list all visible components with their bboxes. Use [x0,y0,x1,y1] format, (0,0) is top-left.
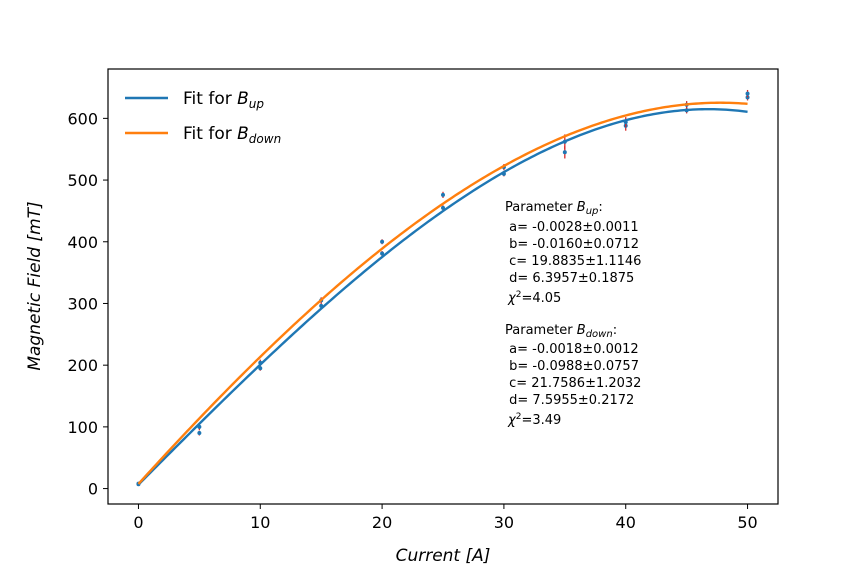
data-point-B_up-7 [562,150,567,155]
data-point-B_down-5 [441,192,445,197]
param-b-up: b= -0.0160±0.0712 [505,237,639,252]
fit-parameters-down: Parameter Bdown: a= -0.0018±0.0012 b= -0… [505,323,641,428]
y-tick-label-600: 600 [67,109,98,128]
param-b-down: b= -0.0988±0.0757 [505,359,639,374]
y-axis-ticks: 0 100 200 300 400 500 600 [67,109,108,499]
y-tick-label-0: 0 [88,480,98,499]
x-tick-label-30: 30 [494,513,514,532]
data-point-B_up-5 [441,205,445,210]
fit-parameters-up: Parameter Bup: a= -0.0028±0.0011 b= -0.0… [505,200,641,306]
y-tick-label-300: 300 [67,294,98,313]
x-axis-ticks: 0 10 20 30 40 50 [133,504,758,532]
x-tick-label-10: 10 [250,513,270,532]
x-axis-label: Current [A] [396,546,491,566]
y-tick-label-400: 400 [67,233,98,252]
fit-curve-B_up [137,107,748,486]
x-tick-label-0: 0 [133,513,143,532]
param-c-down: c= 21.7586±1.2032 [505,376,641,391]
x-tick-label-40: 40 [616,513,636,532]
plot-content [136,89,750,487]
data-point-B_down-4 [380,239,385,244]
y-tick-label-500: 500 [67,171,98,190]
param-a-up: a= -0.0028±0.0011 [505,220,639,235]
x-tick-label-50: 50 [737,513,757,532]
legend-label-up: Fit for Bup [183,89,264,111]
data-point-B_up-1 [197,431,202,436]
data-point-B_up-4 [380,251,385,256]
y-tick-label-200: 200 [67,356,98,375]
chi-squared-up: χ2=4.05 [507,290,561,306]
param-d-up: d= 6.3957±0.1875 [505,271,634,286]
param-d-down: d= 7.5955±0.2172 [505,393,634,408]
x-tick-label-20: 20 [372,513,392,532]
param-header-up: Parameter Bup: [505,200,603,217]
chi-squared-down: χ2=3.49 [507,412,561,428]
param-c-up: c= 19.8835±1.1146 [505,254,641,269]
legend: Fit for Bup Fit for Bdown [125,89,281,146]
fit-curve-B_down [137,101,748,485]
data-point-B_down-10 [745,91,750,96]
param-a-down: a= -0.0018±0.0012 [505,342,639,357]
y-axis-label: Magnetic Field [mT] [25,201,45,370]
plot-frame [107,68,779,505]
y-tick-label-100: 100 [67,418,98,437]
param-header-down: Parameter Bdown: [505,323,617,340]
legend-label-down: Fit for Bdown [183,124,281,146]
